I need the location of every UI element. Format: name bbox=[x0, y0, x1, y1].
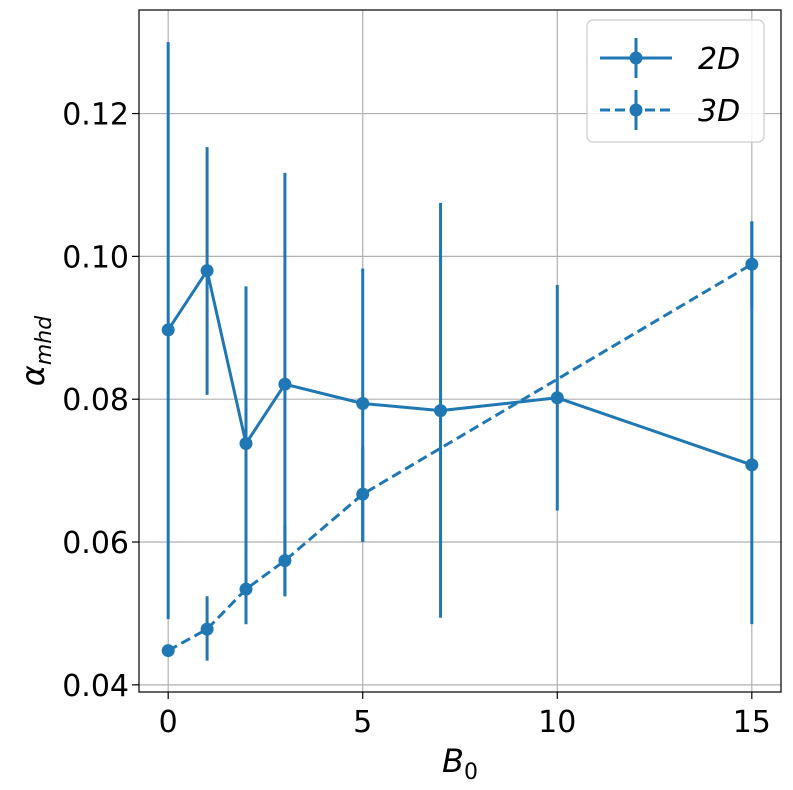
y-axis-label: αmhd bbox=[14, 315, 57, 386]
legend-entry-2d: 2D bbox=[600, 38, 740, 78]
legend-label-2d: 2D bbox=[698, 42, 740, 77]
y-tick-label: 0.10 bbox=[62, 240, 129, 275]
legend-label-3d: 3D bbox=[698, 94, 740, 129]
data-point-2d bbox=[161, 323, 175, 337]
y-tick-label: 0.08 bbox=[62, 383, 129, 418]
y-tick-label: 0.12 bbox=[62, 98, 129, 133]
series-3d bbox=[161, 221, 759, 661]
y-tick-label: 0.06 bbox=[62, 526, 129, 561]
series-line-2d bbox=[166, 269, 753, 467]
plot-frame bbox=[138, 9, 782, 693]
legend-marker-2d bbox=[629, 51, 643, 65]
series-line-3d bbox=[167, 262, 753, 652]
plot-area bbox=[161, 42, 759, 661]
x-tick-label: 15 bbox=[733, 705, 771, 740]
x-tick-label: 5 bbox=[353, 705, 372, 740]
series-2d bbox=[161, 42, 759, 625]
data-point-2d bbox=[550, 391, 564, 405]
data-point-2d bbox=[745, 458, 759, 472]
legend: 2D 3D bbox=[586, 19, 765, 143]
data-point-2d bbox=[278, 377, 292, 391]
data-point-3d bbox=[161, 644, 175, 658]
legend-marker-3d bbox=[629, 103, 643, 117]
data-point-2d bbox=[200, 264, 214, 278]
y-tick-label: 0.04 bbox=[62, 669, 129, 704]
data-point-3d bbox=[239, 582, 253, 596]
data-point-3d bbox=[745, 257, 759, 271]
data-point-2d bbox=[239, 436, 253, 450]
data-point-2d bbox=[434, 404, 448, 418]
legend-entry-3d: 3D bbox=[600, 90, 740, 130]
data-point-3d bbox=[356, 487, 370, 501]
data-point-3d bbox=[278, 554, 292, 568]
data-point-3d bbox=[200, 622, 214, 636]
data-point-2d bbox=[356, 396, 370, 410]
axis-ticks: 0 5 10 15 0.04 0.06 0.08 0.10 0.12 bbox=[62, 98, 771, 740]
x-tick-label: 0 bbox=[159, 705, 178, 740]
x-axis-label: B0 bbox=[442, 742, 478, 785]
x-tick-label: 10 bbox=[538, 705, 576, 740]
